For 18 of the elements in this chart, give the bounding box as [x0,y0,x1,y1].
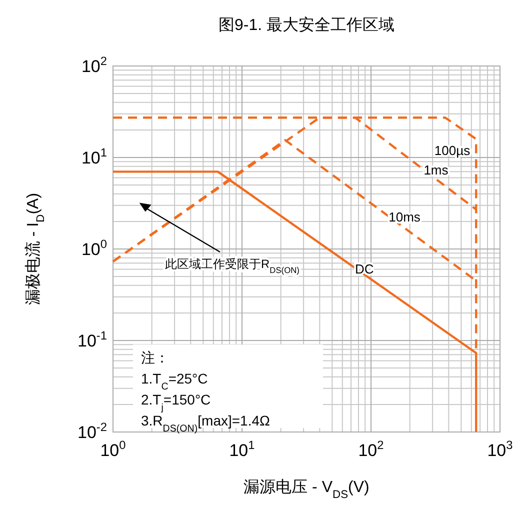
y-tick-label: 10$^{-1}$ [78,328,108,350]
x-tick-label: 10$^{1}$ [229,438,256,460]
annotation: 注： [141,350,169,366]
annotation: 2.T$_{j}$=150°C [141,392,211,413]
y-tick-label: 10$^{0}$ [81,237,108,259]
series-label: 10ms [388,209,421,224]
y-tick-label: 10$^{2}$ [81,54,108,76]
annotation: 1.T$_{C}$=25°C [141,370,208,392]
x-tick-label: 10$^{2}$ [358,438,384,460]
chart-title: 图9-1. 最大安全工作区域 [218,16,395,34]
x-tick-label: 10$^{3}$ [487,438,514,460]
series-label: 100µs [434,143,471,158]
x-axis-title: 漏源电压 - V$_{DS}$(V) [244,478,370,501]
series-label: DC [354,261,374,276]
annotation: 此区域工作受限于R$_{DS(ON)}$ [165,256,300,275]
annotation: 3.R$_{DS(ON)}$[max]=1.4Ω [141,412,270,434]
series-label: 1ms [424,162,449,178]
y-tick-label: 10$^{1}$ [81,146,108,168]
